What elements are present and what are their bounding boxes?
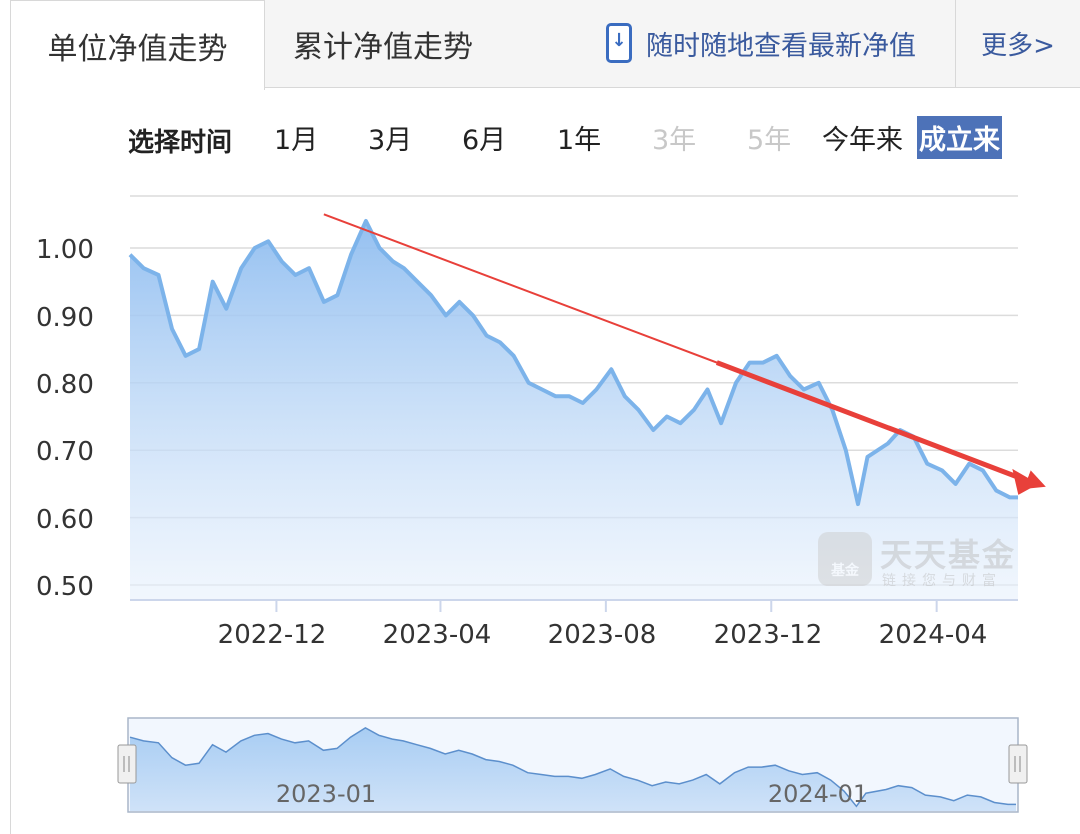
nav-area (130, 221, 1018, 600)
tab-label: 累计净值走势 (293, 29, 473, 65)
navigator-left-handle[interactable] (117, 744, 137, 784)
period-5y-button: 5年 (747, 125, 792, 156)
watermark-name: 天天基金 (880, 536, 1017, 574)
period-ytd-button[interactable]: 今年来 (822, 125, 903, 156)
x-tick-label: 2022-12 (217, 620, 327, 650)
y-tick-label: 0.60 (36, 505, 94, 535)
watermark: 基金 天天基金 链接您与财富 (818, 530, 1028, 592)
x-axis (130, 599, 1018, 612)
navigator-right-handle[interactable] (1008, 744, 1028, 784)
promo-text: 随时随地查看最新净值 (646, 30, 916, 62)
tab-unit-nav[interactable]: 单位净值走势 (10, 0, 265, 90)
trend-arrow-shaft (715, 360, 1032, 485)
period-3m-button[interactable]: 3月 (368, 125, 413, 156)
more-link[interactable]: 更多> (955, 0, 1080, 88)
y-tick-label: 0.80 (36, 370, 94, 400)
trend-arrow-head (1012, 468, 1039, 495)
y-tick-label: 0.50 (36, 572, 94, 602)
y-tick-label: 0.70 (36, 437, 94, 467)
period-1m-button[interactable]: 1月 (274, 125, 319, 156)
phone-download-icon (606, 23, 632, 63)
watermark-logo: 基金 (818, 532, 872, 586)
navigator-label: 2024-01 (767, 780, 869, 808)
navigator-label: 2023-01 (275, 780, 377, 808)
period-title: 选择时间 (128, 128, 233, 158)
x-tick-label: 2023-08 (547, 620, 657, 650)
navigator-line (129, 727, 1016, 808)
tab-label: 单位净值走势 (47, 31, 228, 67)
period-1y-button[interactable]: 1年 (557, 125, 602, 156)
navigator-area (130, 727, 1016, 811)
y-tick-label: 1.00 (36, 235, 94, 265)
period-3y-button: 3年 (652, 125, 697, 156)
period-selector: 选择时间 1月 3月 6月 1年 3年 5年 今年来 成立来 (0, 112, 1080, 166)
watermark-slogan: 链接您与财富 (882, 573, 1002, 589)
x-tick-label: 2023-12 (713, 620, 823, 650)
x-tick-label: 2023-04 (382, 620, 492, 650)
x-tick-label: 2024-04 (878, 620, 988, 650)
period-since-inception-button[interactable]: 成立来 (917, 116, 1002, 159)
tab-cumulative-nav[interactable]: 累计净值走势 (265, 0, 955, 88)
more-link-label: 更多> (981, 31, 1055, 61)
nav-line (128, 219, 1018, 507)
panel-border (10, 88, 11, 834)
y-tick-label: 0.90 (36, 303, 94, 333)
tab-bar: 累计净值走势 单位净值走势 随时随地查看最新净值 更多> (0, 0, 1080, 90)
app-promo-link[interactable]: 随时随地查看最新净值 (606, 20, 916, 66)
period-6m-button[interactable]: 6月 (462, 125, 507, 156)
